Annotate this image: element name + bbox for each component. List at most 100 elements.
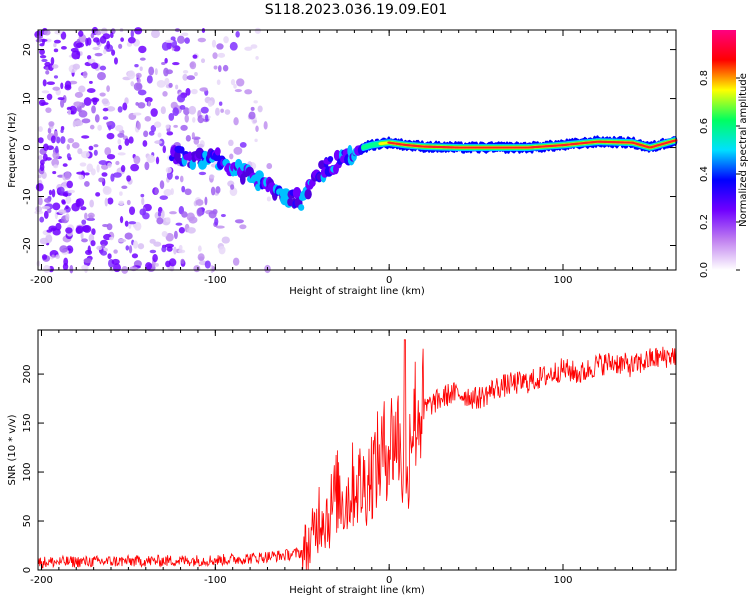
spectrogram-noise-blob: [204, 260, 211, 269]
spectrogram-noise-blob: [165, 217, 171, 223]
spectrogram-noise-blob: [106, 223, 113, 231]
snr-frame: [37, 329, 677, 571]
spectrogram-noise-blob: [198, 171, 207, 176]
spectrogram-noise-blob: [127, 36, 136, 44]
spectrogram-noise-blob: [101, 172, 108, 177]
spectrogram-noise-blob: [119, 191, 123, 196]
spectrogram-noise-blob: [216, 43, 224, 50]
spectrogram-noise-blob: [234, 88, 242, 93]
spectrogram-noise-blob: [80, 231, 84, 240]
spectrogram-noise-blob: [159, 180, 165, 190]
spectrogram-noise-blob: [92, 46, 100, 51]
colorbar-gradient: [712, 30, 736, 270]
spectrogram-noise-blob: [35, 206, 43, 213]
spectrogram-noise-blob: [106, 153, 116, 160]
spectrogram-noise-blob: [195, 199, 204, 206]
spectrogram-noise-blob: [204, 196, 208, 206]
spectrogram-noise-blob: [98, 177, 105, 183]
spectrogram-noise-blob: [110, 173, 115, 182]
spectrogram-noise-blob: [46, 145, 54, 151]
spectrogram-noise-blob: [229, 153, 234, 160]
spectrogram-noise-blob: [84, 180, 90, 187]
spectrogram-noise-blob: [233, 146, 243, 155]
spectrogram-noise-blob: [47, 208, 52, 214]
spectrogram-noise-blob: [71, 50, 80, 60]
spectrogram-noise-blob: [180, 258, 185, 265]
spectrogram-noise-blob: [127, 70, 136, 80]
spectrogram-noise-blob: [182, 73, 188, 81]
spectrogram-noise-blob: [209, 174, 215, 179]
spectrogram-noise-blob: [54, 210, 59, 220]
spectrogram-noise-blob: [138, 45, 147, 54]
spectrogram-noise-blob: [220, 108, 224, 113]
spectrogram-noise-blob: [103, 49, 107, 55]
spectrogram-noise-blob: [176, 94, 186, 103]
spectrogram-noise-blob: [106, 132, 115, 140]
spectrogram-noise-blob: [173, 230, 178, 240]
spectrogram-noise-blob: [211, 265, 216, 272]
spectrogram-noise-blob: [162, 91, 168, 97]
spectrogram-noise-blob: [165, 260, 171, 268]
spectrogram-noise-blob: [53, 39, 61, 44]
spectrogram-noise-blob: [168, 112, 175, 121]
spectrogram-noise-blob: [177, 249, 186, 254]
spectrogram-noise-blob: [175, 222, 183, 226]
spectrogram-noise-blob: [78, 110, 88, 118]
spectrogram-noise-blob: [139, 66, 143, 71]
spectrogram-noise-blob: [38, 154, 43, 161]
spectrogram-noise-blob: [51, 254, 55, 258]
spectrogram-noise-blob: [84, 172, 90, 176]
spectrogram-noise-blob: [78, 85, 86, 93]
spectrogram-noise-blob: [64, 171, 71, 180]
spectrogram-noise-blob: [178, 227, 185, 234]
spectrogram-ytick-label: -10: [22, 188, 33, 204]
spectrogram-noise-blob: [41, 58, 48, 63]
spectrogram-noise-blob: [81, 135, 90, 139]
spectrogram-noise-blob: [101, 98, 109, 105]
colorbar: 0.0 0.2 0.4 0.6 0.8 Normalized spectral ampl…: [699, 30, 749, 278]
spectrogram-noise-blob: [133, 155, 141, 165]
spectrogram-noise-blob: [97, 124, 102, 131]
spectrogram-noise-blob: [210, 186, 216, 196]
colorbar-tick-label: 0.2: [699, 214, 710, 230]
spectrogram-noise-blob: [137, 243, 145, 250]
spectrogram-noise-blob: [154, 68, 158, 76]
spectrogram-noise-blob: [153, 241, 162, 247]
spectrogram-noise-blob: [53, 164, 59, 169]
spectrogram-noise-blob: [81, 219, 87, 225]
spectrogram-noise-blob: [93, 37, 100, 43]
spectrogram-noise-blob: [113, 249, 118, 254]
spectrogram-noise-blob: [196, 207, 203, 217]
snr-ytick-label: 200: [22, 365, 33, 384]
spectrogram-noise-blob: [39, 54, 47, 59]
spectrogram-noise-blob: [223, 36, 229, 44]
snr-ytick-label: 50: [22, 515, 33, 528]
spectrogram-noise-blob: [57, 186, 65, 194]
snr-xtick-label: 100: [553, 575, 572, 586]
spectrogram-noise-blob: [41, 205, 51, 210]
spectrogram-noise-blob: [161, 62, 166, 66]
spectrogram-noise-blob: [148, 130, 155, 136]
spectrogram-noise-blob: [128, 245, 133, 254]
spectrogram-noise-blob: [110, 31, 114, 39]
spectrogram-noise-blob: [156, 217, 164, 225]
spectrogram-noise-blob: [66, 180, 73, 189]
spectrogram-noise-blob: [254, 138, 258, 143]
spectrogram-noise-blob: [234, 219, 244, 224]
spectrogram-noise-blob: [46, 81, 55, 85]
spectrogram-noise-blob: [266, 196, 271, 202]
spectrogram-noise-blob: [104, 197, 108, 207]
spectrogram-noise-blob: [67, 189, 76, 194]
colorbar-tick-label: 0.0: [699, 262, 710, 278]
snr-y-ticks: 0 50 100 150 200: [22, 365, 676, 573]
spectrogram-noise-blob: [161, 246, 167, 253]
spectrogram-noise-blob: [213, 65, 218, 70]
spectrogram-noise-blob: [186, 75, 196, 81]
spectrogram-noise-blob: [252, 119, 258, 124]
spectrogram-noise-blob: [109, 236, 114, 241]
spectrogram-noise-blob: [38, 126, 43, 133]
spectrogram-ridge-blob: [298, 204, 305, 211]
spectrogram-noise-blob: [119, 216, 124, 224]
spectrogram-noise-blob: [43, 29, 51, 36]
spectrogram-noise-blob: [146, 154, 156, 163]
